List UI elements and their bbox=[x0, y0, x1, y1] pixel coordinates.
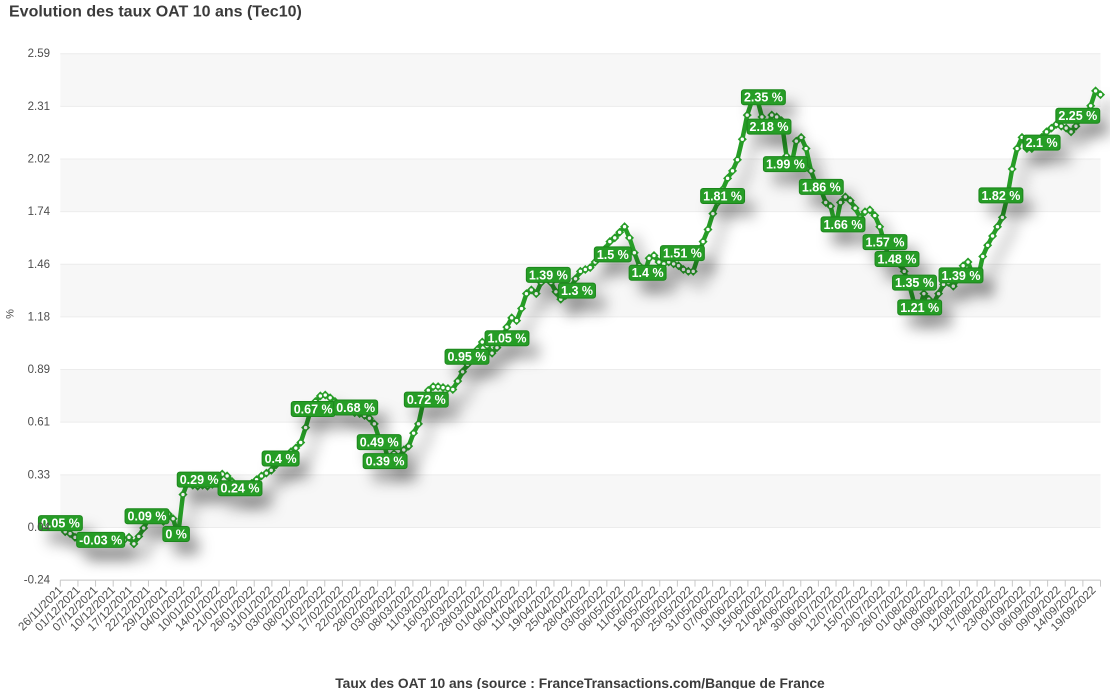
svg-text:0.24 %: 0.24 % bbox=[221, 482, 260, 496]
svg-text:0.39 %: 0.39 % bbox=[366, 455, 405, 469]
svg-text:1.57 %: 1.57 % bbox=[866, 236, 905, 250]
svg-text:2.1 %: 2.1 % bbox=[1026, 136, 1058, 150]
svg-text:1.46: 1.46 bbox=[28, 259, 50, 271]
svg-text:-0.24: -0.24 bbox=[24, 575, 51, 587]
svg-text:0.61: 0.61 bbox=[28, 417, 50, 429]
svg-text:2.31: 2.31 bbox=[28, 101, 50, 113]
svg-text:1.05 %: 1.05 % bbox=[488, 332, 527, 346]
svg-text:%: % bbox=[5, 309, 17, 319]
svg-text:0.95 %: 0.95 % bbox=[448, 350, 487, 364]
svg-text:-0.03 %: -0.03 % bbox=[79, 533, 122, 547]
svg-text:1.48 %: 1.48 % bbox=[878, 252, 917, 266]
svg-text:0.89: 0.89 bbox=[28, 364, 50, 376]
svg-text:2.18 %: 2.18 % bbox=[750, 120, 789, 134]
svg-text:0.4 %: 0.4 % bbox=[265, 452, 297, 466]
svg-text:0.49 %: 0.49 % bbox=[360, 436, 399, 450]
svg-text:1.82 %: 1.82 % bbox=[981, 189, 1020, 203]
svg-text:1.86 %: 1.86 % bbox=[802, 180, 841, 194]
svg-text:Taux des OAT 10 ans (source :: Taux des OAT 10 ans (source : FranceTran… bbox=[335, 676, 825, 689]
svg-text:0.05 %: 0.05 % bbox=[41, 517, 80, 531]
svg-text:1.74: 1.74 bbox=[28, 206, 51, 218]
svg-text:1.21 %: 1.21 % bbox=[900, 301, 939, 315]
svg-text:2.35 %: 2.35 % bbox=[744, 91, 783, 105]
svg-text:Evolution des taux OAT 10 ans: Evolution des taux OAT 10 ans (Tec10) bbox=[9, 4, 302, 21]
svg-text:1.51 %: 1.51 % bbox=[663, 247, 702, 261]
svg-text:2.02: 2.02 bbox=[28, 153, 50, 165]
svg-text:0.29 %: 0.29 % bbox=[180, 473, 219, 487]
svg-text:0.72 %: 0.72 % bbox=[407, 393, 446, 407]
svg-text:1.3 %: 1.3 % bbox=[561, 284, 593, 298]
svg-text:1.66 %: 1.66 % bbox=[824, 218, 863, 232]
svg-text:1.81 %: 1.81 % bbox=[703, 189, 742, 203]
svg-text:1.4 %: 1.4 % bbox=[632, 266, 664, 280]
svg-text:2.25 %: 2.25 % bbox=[1058, 109, 1097, 123]
svg-text:1.39 %: 1.39 % bbox=[942, 269, 981, 283]
svg-text:0.09 %: 0.09 % bbox=[128, 510, 167, 524]
svg-text:1.35 %: 1.35 % bbox=[895, 276, 934, 290]
svg-text:0.04: 0.04 bbox=[28, 522, 51, 534]
svg-text:1.39 %: 1.39 % bbox=[529, 268, 568, 282]
svg-text:0.68 %: 0.68 % bbox=[336, 401, 375, 415]
svg-text:1.99 %: 1.99 % bbox=[766, 158, 805, 172]
svg-text:1.5 %: 1.5 % bbox=[597, 248, 629, 262]
svg-text:2.59: 2.59 bbox=[28, 48, 50, 60]
svg-text:0.33: 0.33 bbox=[28, 469, 50, 481]
svg-text:1.18: 1.18 bbox=[28, 311, 50, 323]
svg-text:0.67 %: 0.67 % bbox=[294, 402, 333, 416]
svg-text:0 %: 0 % bbox=[165, 527, 187, 541]
